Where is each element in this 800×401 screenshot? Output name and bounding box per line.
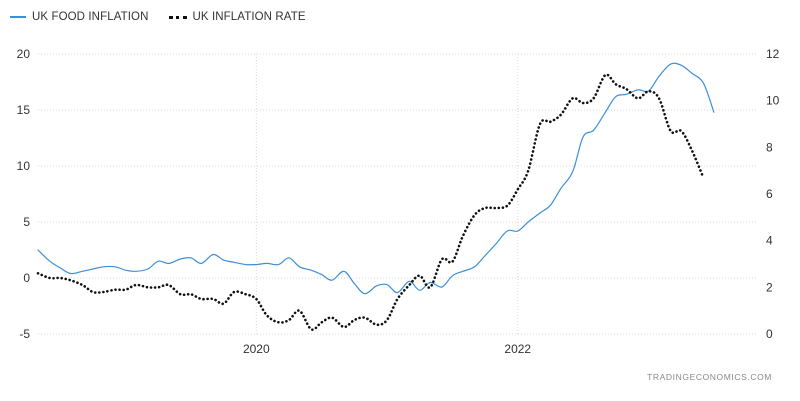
y-left-tick-label: 15 — [17, 103, 31, 117]
x-tick-label: 2020 — [243, 342, 270, 356]
y-right-tick-label: 12 — [766, 47, 780, 61]
y-right-tick-label: 10 — [766, 94, 780, 108]
legend: UK FOOD INFLATION UK INFLATION RATE — [10, 11, 326, 23]
legend-swatch-food — [10, 16, 26, 18]
y-right-tick-label: 0 — [766, 327, 773, 341]
legend-item-rate[interactable]: UK INFLATION RATE — [168, 11, 306, 23]
series-layer — [36, 62, 715, 331]
y-axis-left: 20 15 10 5 0 -5 — [17, 47, 31, 341]
legend-label-food: UK FOOD INFLATION — [32, 11, 149, 23]
series-line-uk-inflation-rate[interactable] — [36, 73, 705, 331]
x-axis: 2020 2022 — [243, 342, 531, 356]
y-right-tick-label: 2 — [766, 280, 773, 294]
series-line-uk-food-inflation[interactable] — [37, 62, 715, 295]
y-left-tick-label: 0 — [23, 271, 30, 285]
y-axis-right: 12 10 8 6 4 2 0 — [766, 47, 780, 341]
y-left-tick-label: 10 — [17, 159, 31, 173]
y-right-tick-label: 8 — [766, 140, 773, 154]
x-tick-label: 2022 — [504, 342, 531, 356]
legend-item-food[interactable]: UK FOOD INFLATION — [10, 11, 149, 23]
y-left-tick-label: 20 — [17, 47, 31, 61]
y-left-tick-label: -5 — [19, 327, 30, 341]
y-left-tick-label: 5 — [23, 215, 30, 229]
legend-label-rate: UK INFLATION RATE — [192, 11, 306, 23]
watermark: TRADINGECONOMICS.COM — [647, 372, 772, 382]
y-right-tick-label: 6 — [766, 187, 773, 201]
y-right-tick-label: 4 — [766, 234, 773, 248]
legend-swatch-rate — [168, 15, 187, 19]
